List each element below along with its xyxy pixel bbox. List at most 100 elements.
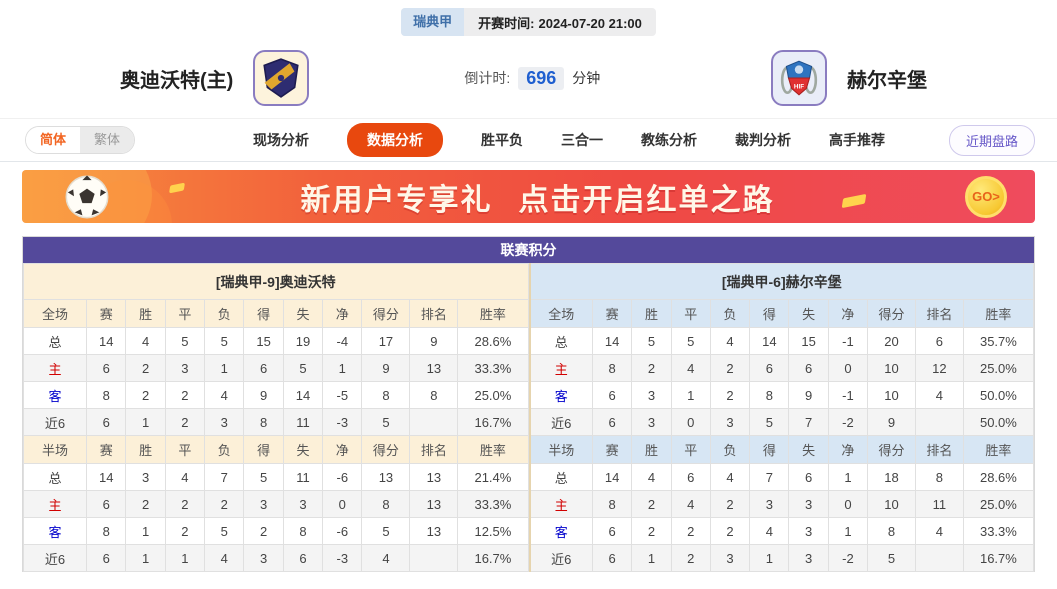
column-header: 赛 bbox=[591, 435, 633, 464]
column-header: 平 bbox=[164, 299, 206, 328]
stat-cell: -1 bbox=[827, 381, 869, 409]
stat-cell: 8 bbox=[591, 490, 633, 518]
stat-cell: -2 bbox=[827, 544, 869, 572]
column-header: 负 bbox=[709, 435, 751, 464]
stat-cell: 3 bbox=[125, 463, 166, 491]
stat-cell: 14 bbox=[86, 463, 127, 491]
promo-banner[interactable]: 新用户专享礼 点击开启红单之路 GO> bbox=[22, 170, 1035, 223]
stat-cell: -6 bbox=[322, 463, 363, 491]
stat-cell: 9 bbox=[361, 354, 411, 382]
away-crest-icon: HIF bbox=[780, 60, 818, 96]
row-label: 客 bbox=[529, 381, 593, 409]
stat-cell: 2 bbox=[709, 490, 751, 518]
column-header: 赛 bbox=[86, 435, 127, 464]
lang-simplified[interactable]: 简体 bbox=[26, 127, 81, 153]
stat-cell: 0 bbox=[827, 490, 869, 518]
column-header: 胜 bbox=[125, 435, 166, 464]
stat-cell: 9 bbox=[867, 408, 916, 436]
stat-cell: 4 bbox=[749, 517, 790, 545]
column-header: 负 bbox=[709, 299, 751, 328]
match-info-bar: 瑞典甲 开赛时间: 2024-07-20 21:00 bbox=[0, 0, 1057, 36]
column-header: 平 bbox=[670, 435, 711, 464]
row-label: 总 bbox=[529, 463, 593, 491]
tab-live-analysis[interactable]: 现场分析 bbox=[253, 132, 310, 148]
row-label: 客 bbox=[529, 517, 593, 545]
row-label: 总 bbox=[22, 463, 88, 491]
stat-cell: 12.5% bbox=[457, 517, 529, 545]
stat-cell: 6 bbox=[914, 327, 964, 355]
tab-expert-picks[interactable]: 高手推荐 bbox=[829, 132, 886, 148]
stat-cell: 6 bbox=[86, 354, 127, 382]
stat-cell: 4 bbox=[204, 544, 245, 572]
stat-cell bbox=[409, 544, 459, 572]
stat-cell: 3 bbox=[243, 490, 284, 518]
column-header: 平 bbox=[164, 435, 206, 464]
stat-cell: 4 bbox=[164, 463, 206, 491]
stat-cell: 6 bbox=[591, 544, 633, 572]
teams-row: 奥迪沃特(主) 倒计时: 696 分钟 HIF 赫尔辛堡 bbox=[0, 46, 1057, 110]
kickoff-time: 开赛时间: 2024-07-20 21:00 bbox=[464, 13, 656, 32]
tab-data-analysis[interactable]: 数据分析 bbox=[347, 123, 444, 157]
stat-cell: -5 bbox=[322, 381, 363, 409]
countdown-unit: 分钟 bbox=[572, 70, 601, 86]
stat-cell: 6 bbox=[591, 381, 633, 409]
stat-cell: 2 bbox=[164, 381, 206, 409]
row-label: 客 bbox=[22, 381, 88, 409]
stat-cell: -3 bbox=[322, 408, 363, 436]
kickoff-value: 2024-07-20 21:00 bbox=[538, 15, 642, 31]
column-header: 胜 bbox=[631, 299, 672, 328]
stat-cell: 1 bbox=[125, 517, 166, 545]
stat-cell: 1 bbox=[322, 354, 363, 382]
stat-cell: 9 bbox=[409, 327, 459, 355]
stat-cell: 0 bbox=[827, 354, 869, 382]
stat-cell: 1 bbox=[125, 544, 166, 572]
stat-cell: 4 bbox=[670, 490, 711, 518]
tab-three-in-one[interactable]: 三合一 bbox=[561, 132, 604, 148]
home-stats-table: [瑞典甲-9]奥迪沃特 全场赛胜平负得失净得分 排名 胜率总 14 4 5 5 15 19 -4 17… bbox=[22, 263, 529, 572]
stat-cell: 5 bbox=[631, 327, 672, 355]
column-header: 胜 bbox=[631, 435, 672, 464]
svg-text:HIF: HIF bbox=[794, 84, 804, 91]
stat-cell: 4 bbox=[709, 463, 751, 491]
stat-cell: 2 bbox=[125, 490, 166, 518]
stat-cell: 8 bbox=[867, 517, 916, 545]
stat-cell: 14 bbox=[86, 327, 127, 355]
stat-cell: 25.0% bbox=[962, 354, 1035, 382]
column-header: 胜率 bbox=[962, 435, 1035, 464]
stat-cell: 50.0% bbox=[962, 408, 1035, 436]
row-label: 主 bbox=[529, 354, 593, 382]
row-label: 主 bbox=[22, 490, 88, 518]
stat-cell: 7 bbox=[788, 408, 829, 436]
league-badge: 瑞典甲 bbox=[401, 8, 465, 36]
go-button[interactable]: GO> bbox=[965, 175, 1007, 218]
column-header: 胜率 bbox=[457, 299, 529, 328]
stat-cell: 1 bbox=[749, 544, 790, 572]
stat-cell: 3 bbox=[164, 354, 206, 382]
stat-cell: 5 bbox=[282, 354, 324, 382]
stat-cell: 2 bbox=[670, 517, 711, 545]
column-header: 半场 bbox=[529, 435, 593, 464]
recent-odds-button[interactable]: 近期盘路 bbox=[948, 124, 1035, 156]
column-header: 胜 bbox=[125, 299, 166, 328]
tab-coach-analysis[interactable]: 教练分析 bbox=[641, 132, 698, 148]
tab-referee-analysis[interactable]: 裁判分析 bbox=[735, 132, 792, 148]
column-header: 排名 bbox=[409, 299, 459, 328]
column-header: 排名 bbox=[914, 435, 964, 464]
stat-cell: 14 bbox=[591, 463, 633, 491]
lang-traditional[interactable]: 繁体 bbox=[80, 127, 135, 153]
stat-cell: 4 bbox=[670, 354, 711, 382]
tab-win-draw-lose[interactable]: 胜平负 bbox=[481, 132, 524, 148]
soccer-ball-icon bbox=[65, 175, 109, 218]
stat-cell: 6 bbox=[591, 517, 633, 545]
stat-cell: 11 bbox=[914, 490, 964, 518]
stat-cell: 4 bbox=[361, 544, 411, 572]
row-label: 近6 bbox=[22, 408, 88, 436]
column-header: 胜率 bbox=[962, 299, 1035, 328]
stat-cell: 5 bbox=[361, 408, 411, 436]
home-team-name: 奥迪沃特(主) bbox=[120, 69, 234, 92]
stat-cell: 2 bbox=[631, 517, 672, 545]
stat-cell: 3 bbox=[631, 408, 672, 436]
stat-cell: 2 bbox=[709, 517, 751, 545]
stat-cell bbox=[914, 544, 964, 572]
match-pill: 瑞典甲 开赛时间: 2024-07-20 21:00 bbox=[401, 8, 656, 36]
